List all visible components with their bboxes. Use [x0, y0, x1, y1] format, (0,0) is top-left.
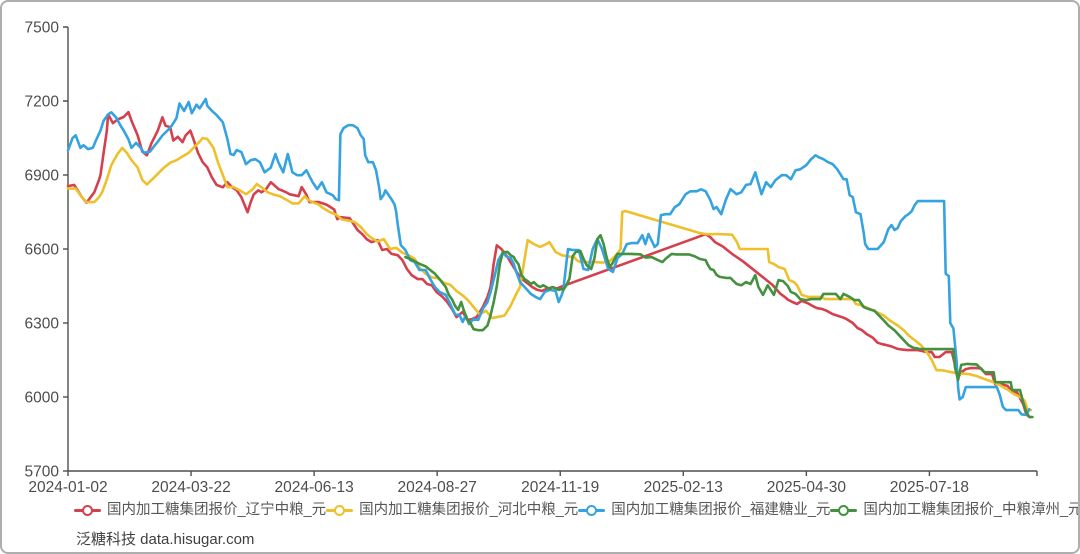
legend-line-circle-icon [74, 504, 101, 516]
legend-item-2[interactable]: 国内加工糖集团报价_福建糖业_元 [578, 503, 830, 518]
y-axis-tick-label: 6300 [25, 316, 60, 333]
y-axis-tick-label: 7500 [25, 20, 60, 37]
data-source-label: 泛糖科技 data.hisugar.com [76, 531, 255, 548]
legend-label: 国内加工糖集团报价_中粮漳州_元 [863, 501, 1080, 518]
legend-line-circle-icon [326, 504, 354, 516]
y-axis-tick-label: 5700 [25, 464, 60, 481]
x-axis-tick-label: 2024-11-19 [521, 479, 599, 496]
legend-line-circle-icon [830, 504, 858, 516]
x-axis-tick-label: 2025-07-18 [890, 479, 969, 496]
x-axis-tick-label: 2024-06-13 [274, 479, 353, 496]
x-axis-tick-label: 2025-04-30 [767, 479, 847, 496]
legend-item-1[interactable]: 国内加工糖集团报价_河北中粮_元 [326, 503, 578, 518]
legend-label: 国内加工糖集团报价_福建糖业_元 [611, 501, 831, 518]
y-axis-tick-label: 7200 [25, 94, 60, 111]
legend-line-circle-icon [578, 504, 606, 516]
chart-legend: 国内加工糖集团报价_辽宁中粮_元 国内加工糖集团报价_河北中粮_元 国内加工糖集团报… [74, 497, 1078, 523]
series-line-0 [66, 110, 1033, 419]
y-axis-tick-label: 6000 [25, 390, 60, 407]
x-axis-tick-label: 2024-08-27 [398, 479, 477, 496]
series-line-2 [66, 97, 1031, 417]
legend-item-0[interactable]: 国内加工糖集团报价_辽宁中粮_元 [74, 503, 326, 518]
y-axis-tick-label: 6600 [25, 242, 60, 259]
x-axis-tick-label: 2024-03-22 [151, 479, 230, 496]
legend-label: 国内加工糖集团报价_河北中粮_元 [359, 501, 579, 518]
series-line-3 [404, 233, 1034, 419]
legend-item-3[interactable]: 国内加工糖集团报价_中粮漳州_元 [830, 501, 1080, 518]
x-axis-tick-label: 2024-01-02 [28, 479, 107, 496]
x-axis-tick-label: 2025-02-13 [644, 479, 723, 496]
y-axis-tick-label: 6900 [25, 168, 60, 185]
legend-label: 国内加工糖集团报价_辽宁中粮_元 [107, 501, 327, 518]
